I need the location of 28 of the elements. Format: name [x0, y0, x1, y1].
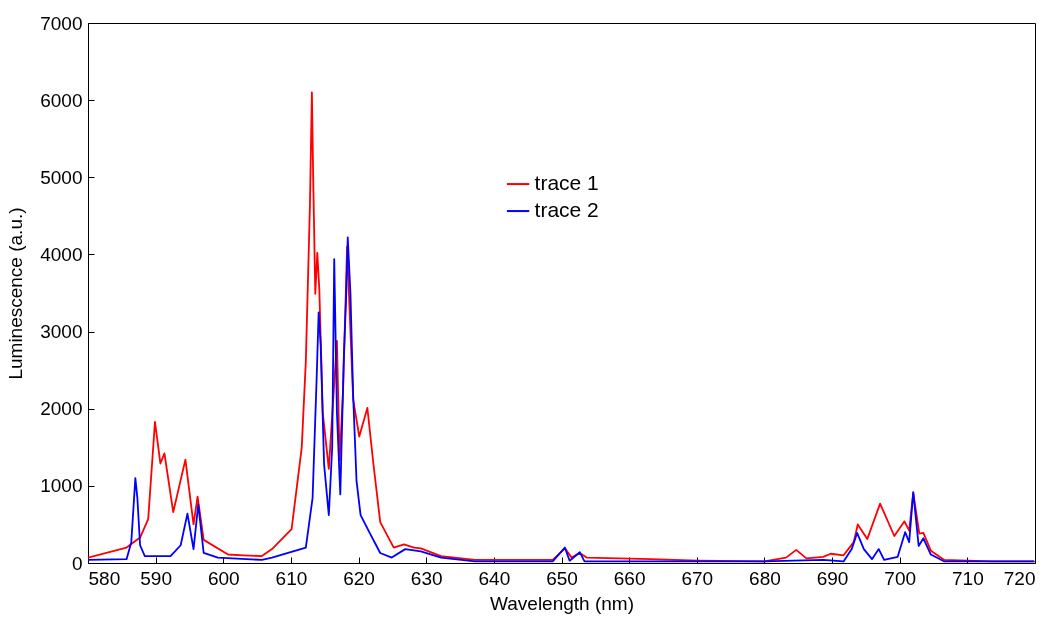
x-tick-label: 620 [343, 567, 375, 589]
y-tick-label: 6000 [40, 89, 83, 111]
x-tick-label: 650 [546, 567, 578, 589]
y-tick-label: 5000 [40, 166, 83, 188]
y-tick-label: 2000 [40, 398, 83, 420]
line-series [88, 236, 1035, 563]
x-tick-label: 600 [207, 567, 240, 589]
x-tick-label: 580 [88, 567, 121, 589]
y-tick-label: 7000 [40, 12, 83, 34]
x-tick-label: 710 [952, 567, 984, 589]
x-tick-label: 680 [749, 567, 781, 589]
x-axis-title: Wavelength (nm) [490, 592, 634, 614]
x-tick-label: 670 [681, 567, 714, 589]
legend-label: trace 2 [534, 198, 599, 222]
x-tick-label: 720 [1003, 567, 1036, 589]
x-tick-label: 640 [478, 567, 511, 589]
legend-label: trace 1 [534, 171, 599, 195]
y-axis-title: Luminescence (a.u.) [5, 207, 27, 380]
y-tick-label: 0 [71, 552, 83, 574]
y-tick-label: 4000 [40, 243, 83, 265]
y-tick-label: 1000 [40, 475, 83, 497]
x-tick-label: 690 [816, 567, 849, 589]
x-tick-label: 630 [410, 567, 443, 589]
x-tick-label: 590 [140, 567, 172, 589]
x-tick-label: 660 [613, 567, 646, 589]
x-tick-label: 700 [884, 567, 917, 589]
y-tick-label: 3000 [40, 321, 83, 343]
x-tick-label: 610 [275, 567, 308, 589]
